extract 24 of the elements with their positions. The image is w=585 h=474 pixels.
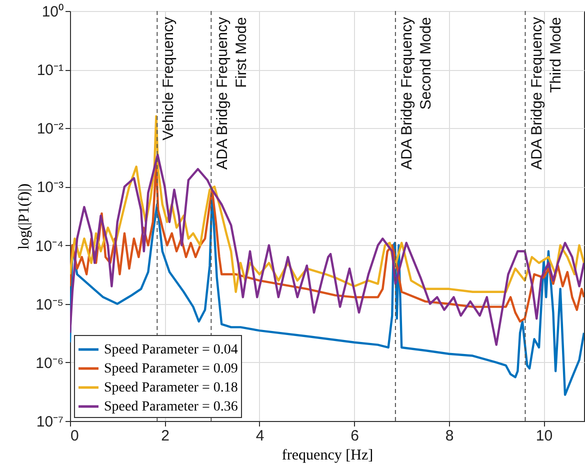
y-tick-label: 10⁻⁷ xyxy=(36,414,64,430)
legend-label: Speed Parameter = 0.36 xyxy=(104,400,238,414)
ref-line-label: Vehicle Frequency xyxy=(160,16,178,140)
y-tick-label: 10⁻⁶ xyxy=(36,354,64,372)
ref-line-label: ADA Bridge Frequency First Mode xyxy=(214,16,250,170)
legend-label: Speed Parameter = 0.09 xyxy=(104,362,238,376)
x-tick-label: 6 xyxy=(350,428,359,444)
y-tick-label: 10⁻⁵ xyxy=(36,296,64,314)
y-axis-title: log(|P1(f)|) xyxy=(16,184,32,250)
x-tick-label: 2 xyxy=(161,428,170,444)
x-tick-label: 10 xyxy=(536,428,553,444)
legend-label: Speed Parameter = 0.04 xyxy=(104,342,238,358)
y-tick-label: 10⁰ xyxy=(42,4,64,20)
x-tick-label: 0 xyxy=(70,428,79,444)
legend-label: Speed Parameter = 0.18 xyxy=(104,380,238,396)
y-tick-label: 10⁻¹ xyxy=(36,62,64,80)
y-tick-label: 10⁻² xyxy=(36,120,64,138)
ref-line-label: ADA Bridge Frequency Third Mode xyxy=(528,16,564,170)
x-tick-label: 8 xyxy=(445,428,454,444)
y-tick-label: 10⁻³ xyxy=(36,179,64,196)
y-tick-label: 10⁻⁴ xyxy=(35,238,64,255)
x-tick-label: 4 xyxy=(256,428,264,444)
x-axis-title: frequency [Hz] xyxy=(282,448,374,464)
ref-line-label: ADA Bridge Frequency Second Mode xyxy=(398,16,434,170)
